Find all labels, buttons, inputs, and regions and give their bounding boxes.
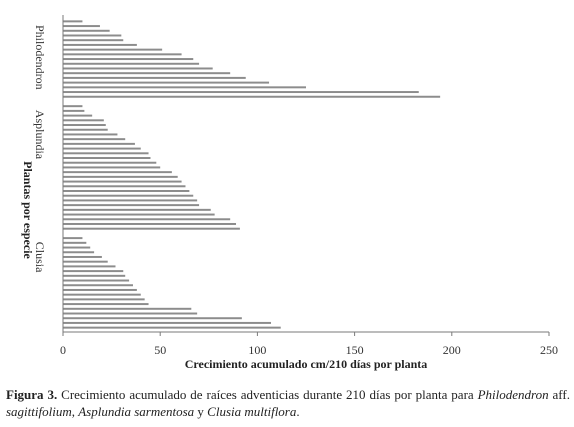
- bar-asplundia-6: [63, 128, 108, 131]
- bar-asplundia-18: [63, 185, 186, 188]
- bar-philodendron-7: [63, 48, 163, 51]
- bar-asplundia-11: [63, 152, 149, 155]
- bar-philodendron-1: [63, 20, 83, 23]
- bar-asplundia-1: [63, 105, 83, 108]
- bar-asplundia-3: [63, 114, 93, 117]
- bar-asplundia-4: [63, 119, 104, 122]
- bar-asplundia-8: [63, 138, 126, 141]
- bar-clusia-13: [63, 293, 141, 296]
- bar-clusia-11: [63, 284, 133, 287]
- group-label-asplundia: Asplundia: [33, 110, 47, 160]
- bar-clusia-18: [63, 317, 242, 320]
- y-axis-title: Plantas por especie: [21, 161, 35, 259]
- bar-asplundia-13: [63, 161, 157, 164]
- bar-clusia-7: [63, 265, 116, 268]
- x-tick-label: 150: [346, 343, 364, 357]
- bar-asplundia-25: [63, 218, 231, 221]
- bar-asplundia-14: [63, 166, 161, 169]
- bar-asplundia-12: [63, 157, 151, 159]
- bar-philodendron-5: [63, 39, 124, 42]
- bar-chart: 0 50 100 150 200 250 Philodendron Asplundia Clu…: [21, 15, 558, 371]
- bar-philodendron-3: [63, 29, 110, 32]
- caption-species-2: Asplundia sarmentosa: [78, 404, 195, 419]
- bar-clusia-2: [63, 241, 87, 244]
- x-ticks-layer: 0 50 100 150 200 250: [60, 332, 558, 357]
- bar-clusia-4: [63, 251, 95, 254]
- bar-clusia-12: [63, 288, 137, 291]
- bar-clusia-5: [63, 255, 102, 258]
- bar-asplundia-15: [63, 171, 172, 174]
- bar-philodendron-8: [63, 53, 182, 56]
- bar-philodendron-11: [63, 67, 213, 70]
- bar-asplundia-22: [63, 204, 200, 207]
- caption-text: Crecimiento acumulado de raíces adventic…: [57, 387, 478, 402]
- bar-philodendron-4: [63, 34, 122, 37]
- bar-clusia-1: [63, 237, 83, 240]
- bar-asplundia-23: [63, 208, 211, 211]
- bar-clusia-10: [63, 279, 130, 282]
- caption-species-1-rest: aff.: [548, 387, 570, 402]
- bar-clusia-19: [63, 321, 272, 324]
- bar-asplundia-17: [63, 180, 182, 183]
- bar-clusia-3: [63, 246, 91, 249]
- bar-asplundia-10: [63, 147, 141, 150]
- bar-asplundia-9: [63, 142, 135, 145]
- bar-philodendron-6: [63, 43, 137, 46]
- bar-clusia-6: [63, 260, 108, 263]
- bar-asplundia-21: [63, 199, 198, 202]
- group-label-clusia: Clusia: [33, 242, 47, 273]
- caption-sep-1: ,: [71, 404, 79, 419]
- bar-asplundia-20: [63, 194, 194, 197]
- bar-asplundia-2: [63, 109, 85, 112]
- group-label-philodendron: Philodendron: [33, 25, 47, 90]
- bar-asplundia-27: [63, 227, 240, 230]
- bar-asplundia-7: [63, 133, 118, 136]
- bar-philodendron-10: [63, 62, 200, 65]
- x-tick-label: 200: [443, 343, 461, 357]
- x-tick-label: 0: [60, 343, 66, 357]
- caption-sep-2: y: [194, 404, 208, 419]
- group-labels-layer: Philodendron Asplundia Clusia: [33, 25, 47, 273]
- bar-asplundia-19: [63, 190, 190, 192]
- caption-species-1-epithet: sagittifolium: [6, 404, 72, 419]
- bar-philodendron-16: [63, 91, 419, 94]
- caption-species-1: Philodendron: [477, 387, 549, 402]
- caption-species-3: Clusia multiflora: [207, 404, 297, 419]
- x-axis-title: Crecimiento acumulado cm/210 días por pl…: [185, 357, 428, 371]
- bar-philodendron-15: [63, 86, 306, 89]
- bar-clusia-17: [63, 312, 198, 315]
- bar-philodendron-2: [63, 25, 100, 28]
- bar-philodendron-14: [63, 81, 270, 84]
- bar-philodendron-17: [63, 95, 441, 98]
- bar-asplundia-26: [63, 222, 237, 225]
- x-tick-label: 250: [540, 343, 558, 357]
- bar-clusia-15: [63, 303, 149, 306]
- bar-philodendron-12: [63, 72, 231, 75]
- bar-clusia-20: [63, 326, 281, 329]
- bar-philodendron-9: [63, 58, 194, 61]
- bars-layer: [63, 20, 441, 329]
- bar-clusia-9: [63, 274, 126, 277]
- bar-clusia-8: [63, 270, 124, 273]
- x-tick-label: 50: [154, 343, 166, 357]
- bar-asplundia-24: [63, 213, 215, 216]
- bar-asplundia-16: [63, 175, 178, 178]
- caption-figure-label: Figura 3.: [6, 387, 58, 402]
- caption-end: .: [296, 404, 300, 419]
- bar-asplundia-5: [63, 124, 106, 127]
- figure-caption: Figura 3. Crecimiento acumulado de raíce…: [6, 386, 570, 420]
- bar-clusia-14: [63, 298, 145, 301]
- x-tick-label: 100: [248, 343, 266, 357]
- bar-clusia-16: [63, 307, 192, 310]
- bar-philodendron-13: [63, 76, 246, 79]
